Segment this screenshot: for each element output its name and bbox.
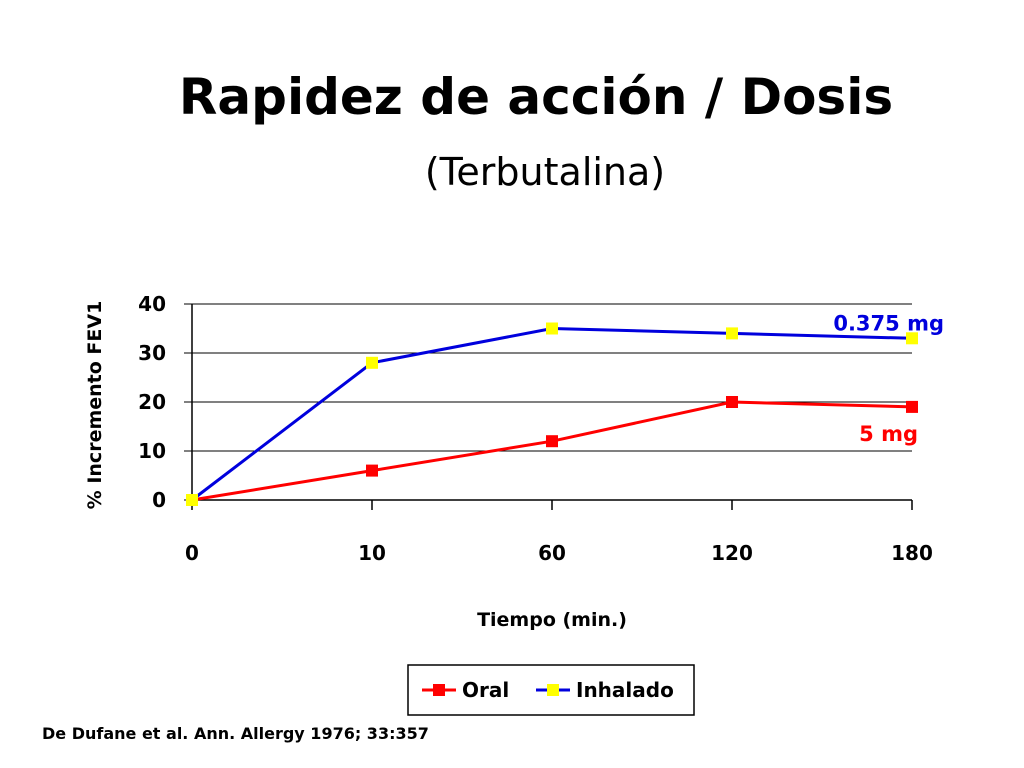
data-point-inhalado-2 (546, 322, 558, 335)
data-point-oral-3 (726, 396, 738, 408)
annotations: 0.375 mg 5 mg (833, 311, 944, 446)
x-tick-label-1: 10 (358, 541, 386, 565)
series-line-inhalado (191, 326, 913, 502)
slide-subtitle: (Terbutalina) (424, 150, 666, 194)
y-tick-label-0: 0 (152, 488, 166, 512)
series-lines (186, 322, 918, 506)
legend: Oral Inhalado (407, 664, 695, 716)
x-tick-label-3: 120 (711, 541, 753, 565)
data-point-inhalado-4 (906, 332, 918, 345)
data-point-inhalado-0 (186, 494, 198, 506)
y-axis-ticks: 0 10 20 30 40 (138, 292, 192, 512)
citation: De Dufane et al. Ann. Allergy 1976; 33:3… (42, 724, 429, 743)
legend-marker-oral (433, 684, 445, 696)
data-point-oral-2 (546, 435, 558, 448)
legend-marker-inhalado (547, 684, 559, 696)
annotation-1: 5 mg (859, 422, 918, 446)
data-point-inhalado-1 (366, 356, 378, 369)
x-axis-label: Tiempo (min.) (477, 609, 627, 631)
slide-title: Rapidez de acción / Dosis (178, 68, 894, 126)
x-axis-ticks: 0 10 60 120 180 (185, 500, 933, 565)
x-tick-label-4: 180 (891, 541, 933, 565)
y-tick-label-30: 30 (138, 341, 166, 365)
data-point-inhalado-3 (726, 327, 738, 340)
y-tick-label-10: 10 (138, 439, 166, 463)
x-tick-label-0: 0 (185, 541, 199, 565)
annotation-0: 0.375 mg (833, 311, 944, 335)
legend-label-oral: Oral (462, 678, 509, 702)
legend-label-inhalado: Inhalado (576, 678, 674, 702)
data-point-oral-4 (906, 400, 918, 413)
y-tick-label-20: 20 (138, 390, 166, 414)
y-axis-label: % Incremento FEV1 (84, 301, 106, 510)
x-tick-label-2: 60 (538, 541, 566, 565)
y-tick-label-40: 40 (138, 292, 166, 316)
data-point-oral-1 (366, 464, 378, 477)
gridlines (192, 303, 912, 452)
